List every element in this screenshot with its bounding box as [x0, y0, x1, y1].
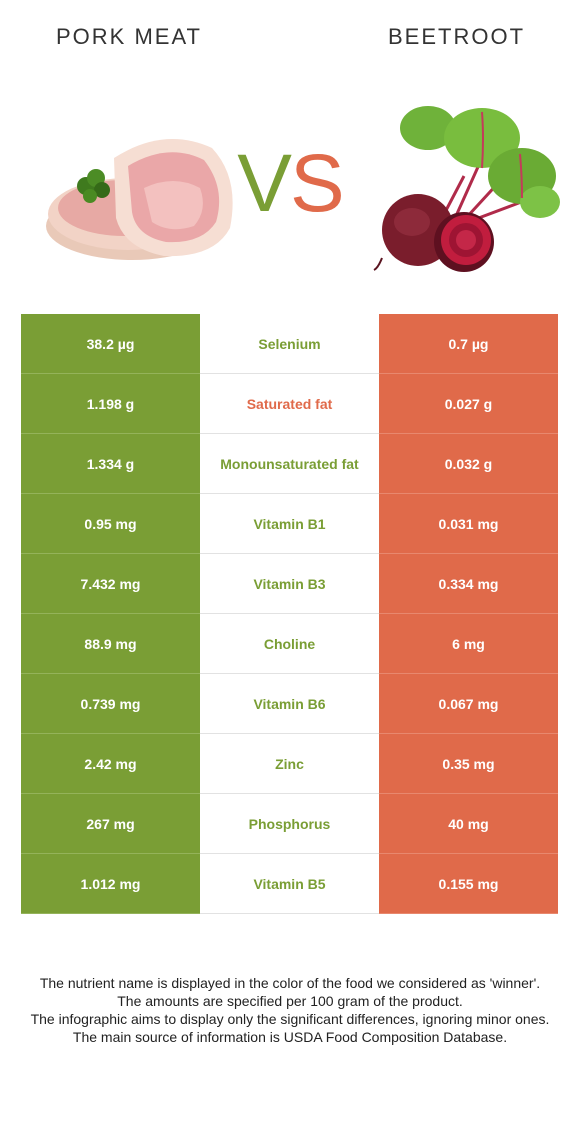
vs-label: VS: [237, 138, 344, 229]
beetroot-value: 0.031 mg: [379, 494, 558, 554]
table-row: 7.432 mg Vitamin B3 0.334 mg: [21, 554, 558, 614]
table-row: 1.012 mg Vitamin B5 0.155 mg: [21, 854, 558, 914]
table-row: 88.9 mg Choline 6 mg: [21, 614, 558, 674]
nutrient-name: Vitamin B3: [200, 554, 379, 614]
pork-value: 7.432 mg: [21, 554, 200, 614]
beetroot-title: BEETROOT: [388, 24, 526, 49]
footnotes: The nutrient name is displayed in the co…: [18, 974, 562, 1046]
nutrient-table: 38.2 µg Selenium 0.7 µg 1.198 g Saturate…: [21, 314, 558, 914]
beetroot-image: [373, 106, 560, 272]
nutrient-name: Vitamin B5: [200, 854, 379, 914]
pork-meat-image: [46, 139, 233, 260]
nutrient-name: Saturated fat: [200, 374, 379, 434]
pork-value: 38.2 µg: [21, 314, 200, 374]
beetroot-value: 0.7 µg: [379, 314, 558, 374]
pork-meat-title: PORK MEAT: [56, 24, 202, 49]
footnote: The main source of information is USDA F…: [72, 1029, 508, 1045]
table-row: 267 mg Phosphorus 40 mg: [21, 794, 558, 854]
header: PORK MEAT BEETROOT VS: [0, 0, 580, 300]
pork-value: 267 mg: [21, 794, 200, 854]
beetroot-value: 0.067 mg: [379, 674, 558, 734]
nutrient-name: Vitamin B6: [200, 674, 379, 734]
nutrient-name: Zinc: [200, 734, 379, 794]
table-row: 0.739 mg Vitamin B6 0.067 mg: [21, 674, 558, 734]
table-row: 2.42 mg Zinc 0.35 mg: [21, 734, 558, 794]
pork-value: 1.198 g: [21, 374, 200, 434]
table-row: 38.2 µg Selenium 0.7 µg: [21, 314, 558, 374]
table-row: 1.334 g Monounsaturated fat 0.032 g: [21, 434, 558, 494]
nutrient-name: Phosphorus: [200, 794, 379, 854]
beetroot-value: 40 mg: [379, 794, 558, 854]
nutrient-name: Vitamin B1: [200, 494, 379, 554]
beetroot-value: 0.155 mg: [379, 854, 558, 914]
table-row: 1.198 g Saturated fat 0.027 g: [21, 374, 558, 434]
pork-value: 2.42 mg: [21, 734, 200, 794]
nutrient-name: Choline: [200, 614, 379, 674]
nutrient-name: Selenium: [200, 314, 379, 374]
beetroot-value: 6 mg: [379, 614, 558, 674]
beetroot-value: 0.35 mg: [379, 734, 558, 794]
footnote: The amounts are specified per 100 gram o…: [117, 993, 463, 1009]
beetroot-value: 0.027 g: [379, 374, 558, 434]
beetroot-value: 0.032 g: [379, 434, 558, 494]
footnote: The nutrient name is displayed in the co…: [39, 975, 541, 991]
footnote: The infographic aims to display only the…: [30, 1011, 550, 1027]
nutrient-name: Monounsaturated fat: [200, 434, 379, 494]
pork-value: 88.9 mg: [21, 614, 200, 674]
table-row: 0.95 mg Vitamin B1 0.031 mg: [21, 494, 558, 554]
pork-value: 0.739 mg: [21, 674, 200, 734]
beetroot-value: 0.334 mg: [379, 554, 558, 614]
pork-value: 1.334 g: [21, 434, 200, 494]
pork-value: 1.012 mg: [21, 854, 200, 914]
pork-value: 0.95 mg: [21, 494, 200, 554]
